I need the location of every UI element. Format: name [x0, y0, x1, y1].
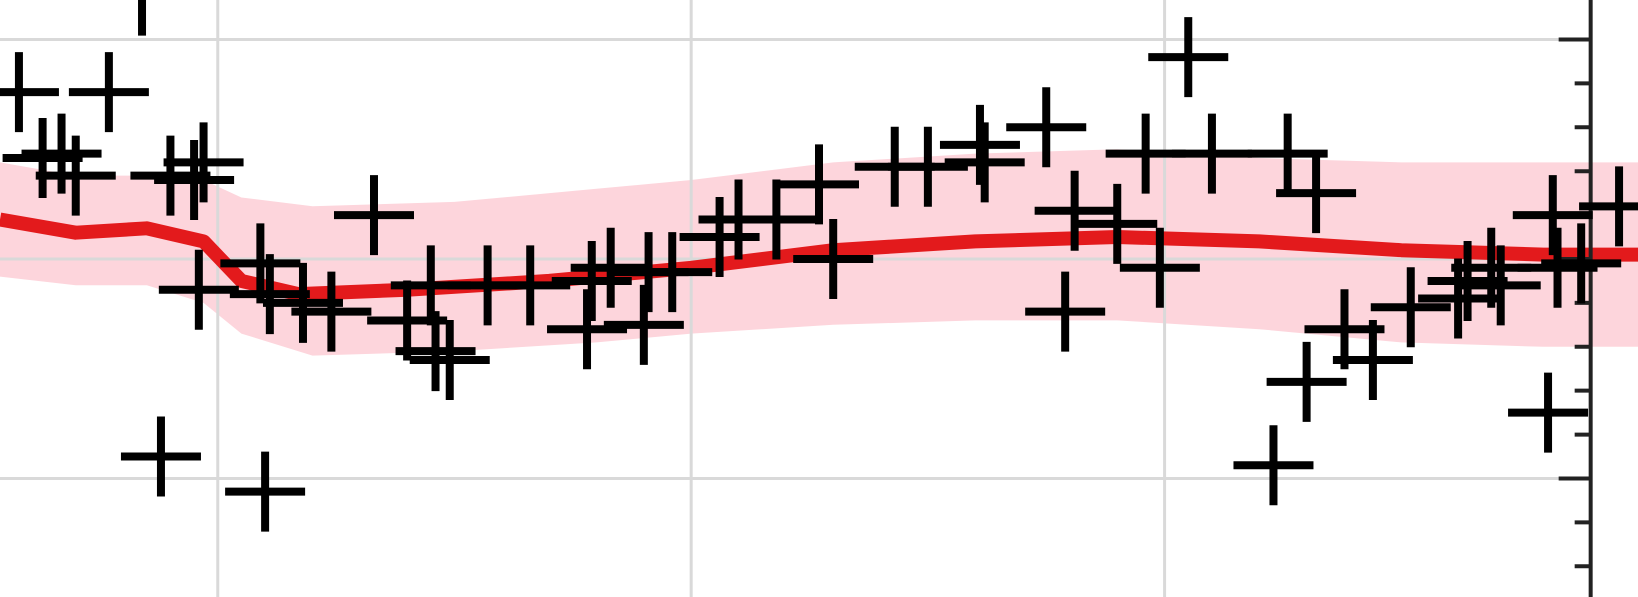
data-point-10 — [229, 254, 310, 335]
data-point-12 — [291, 271, 372, 352]
data-point-44 — [1276, 153, 1357, 234]
data-point-20 — [570, 227, 651, 308]
data-point-57 — [1579, 166, 1638, 247]
data-point-53 — [1460, 245, 1541, 326]
data-point-5 — [35, 135, 116, 216]
data-point-58 — [1508, 372, 1589, 453]
data-point-24 — [603, 284, 684, 365]
data-point-56 — [1541, 223, 1622, 304]
data-point-35 — [1006, 87, 1087, 168]
data-point-41 — [1148, 17, 1229, 98]
data-point-21 — [409, 319, 490, 400]
data-point-54 — [1512, 175, 1593, 256]
data-point-32 — [887, 126, 968, 207]
data-point-46 — [1332, 319, 1413, 400]
data-point-33 — [939, 104, 1020, 185]
data-point-59 — [225, 451, 306, 532]
data-point-7 — [163, 122, 244, 203]
data-point-47 — [1266, 341, 1347, 422]
data-point-3 — [2, 118, 83, 199]
data-point-1 — [0, 52, 59, 133]
data-point-13 — [333, 175, 414, 256]
data-point-29 — [679, 197, 760, 278]
data-point-37 — [1077, 183, 1158, 264]
data-point-34 — [944, 122, 1025, 203]
data-points-layer — [0, 0, 1638, 532]
data-point-60 — [120, 416, 201, 497]
data-point-48 — [1233, 425, 1314, 506]
data-point-50 — [1418, 258, 1499, 339]
data-point-18 — [551, 240, 632, 321]
data-point-36 — [1034, 170, 1115, 251]
data-point-8 — [154, 139, 235, 220]
data-point-9 — [158, 249, 239, 330]
data-point-15 — [395, 311, 476, 392]
data-point-22 — [390, 245, 471, 326]
data-point-2 — [68, 52, 149, 133]
data-point-61 — [220, 223, 301, 304]
data-point-28 — [779, 144, 859, 225]
data-point-4 — [21, 113, 102, 194]
data-point-38 — [1025, 271, 1106, 352]
data-point-49 — [1370, 267, 1451, 348]
data-point-31 — [793, 218, 874, 299]
data-point-39 — [1119, 227, 1200, 308]
data-point-42 — [1171, 113, 1252, 194]
data-point-17 — [490, 245, 571, 326]
data-point-0 — [138, 0, 147, 36]
data-point-25 — [632, 232, 713, 313]
data-point-27 — [736, 179, 817, 260]
data-point-23 — [547, 289, 628, 370]
